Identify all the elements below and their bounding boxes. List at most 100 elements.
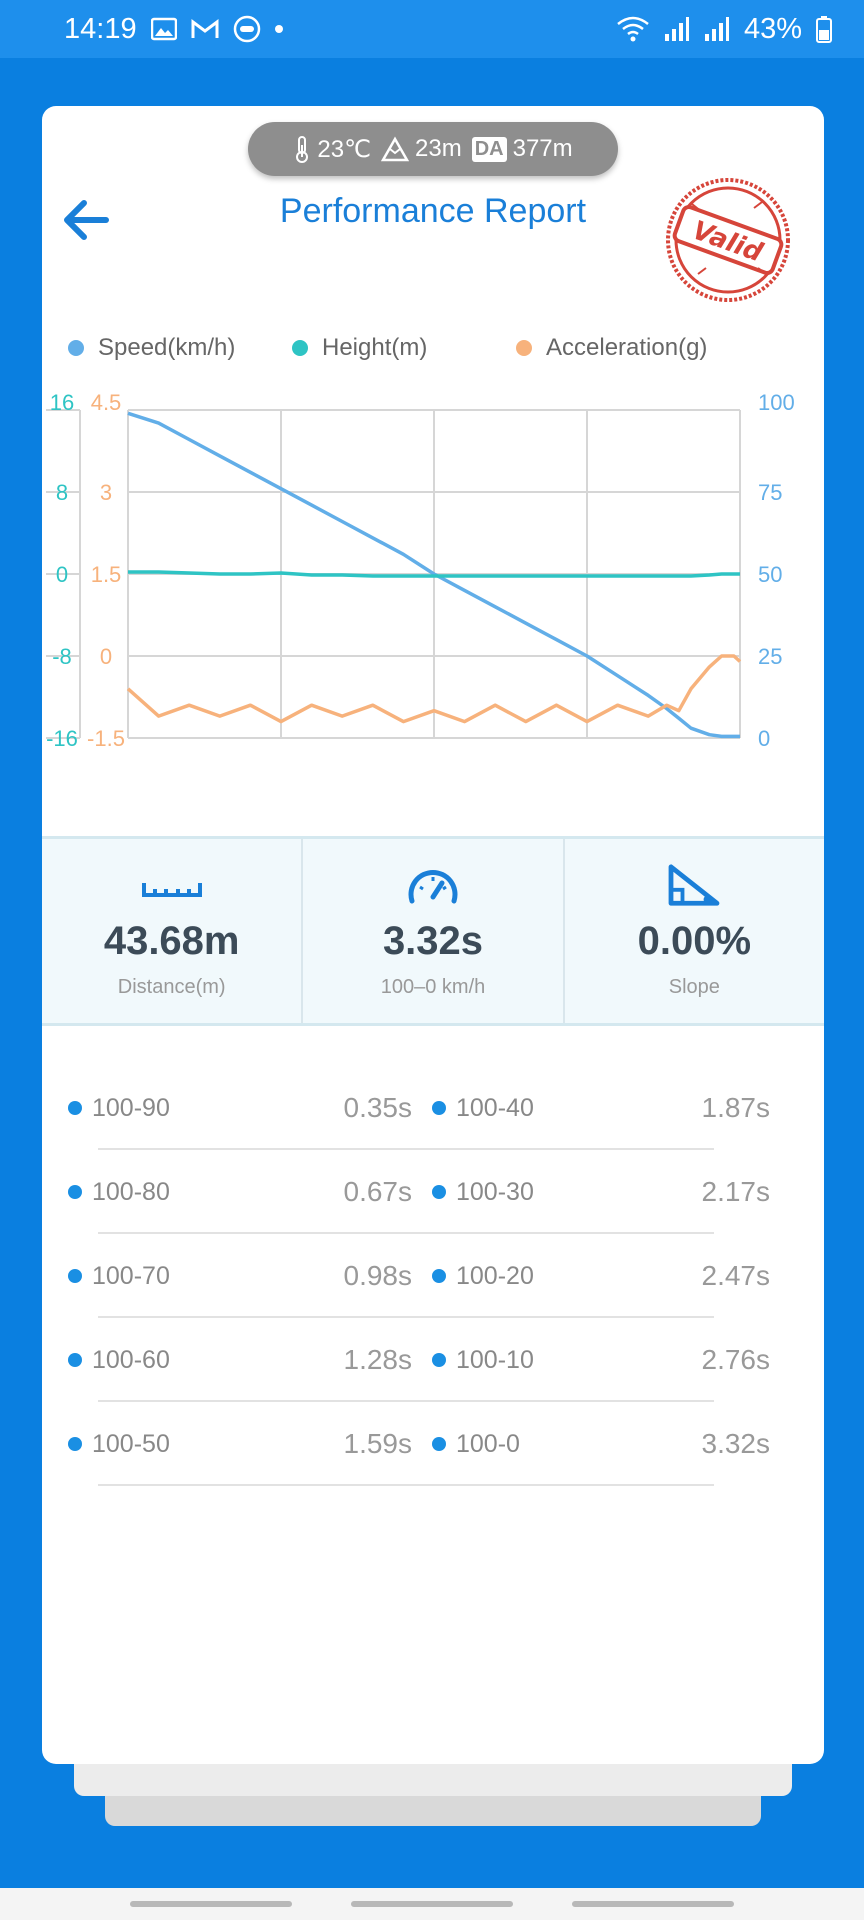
- stat-label: Slope: [668, 976, 720, 998]
- row-divider: [98, 1232, 714, 1234]
- mountain-icon: [381, 136, 410, 162]
- series-line-speed: [127, 411, 740, 739]
- stat-label: Distance(m): [117, 976, 226, 998]
- split-time: 1.87s: [701, 1092, 771, 1123]
- split-name: 100-50: [92, 1429, 170, 1458]
- tick-label-height: -8: [52, 644, 72, 669]
- legend-dot: [516, 340, 532, 356]
- nav-recent-button[interactable]: [129, 1901, 292, 1907]
- status-bar-left: 14:19: [64, 13, 283, 46]
- split-cell: 100-60: [68, 1318, 170, 1402]
- row-divider: [98, 1148, 714, 1150]
- conditions-pill: 23℃ 23m DA 377m: [248, 122, 618, 176]
- page-title: Performance Report: [279, 192, 587, 230]
- split-cell: 100-70: [68, 1234, 170, 1318]
- split-cell: 100-90: [68, 1066, 170, 1150]
- split-time: 0.67s: [343, 1176, 413, 1207]
- chart-legend: Speed(km/h) Height(m) Acceleration(g): [68, 328, 808, 368]
- bullet-dot: [432, 1185, 446, 1199]
- row-divider: [98, 1400, 714, 1402]
- tick-label-speed: 0: [758, 726, 770, 751]
- stats-panel: 43.68m Distance(m) 3.32s 100–0 km/h 0.00…: [42, 836, 824, 1026]
- legend-item-acceleration[interactable]: Acceleration(g): [516, 334, 707, 362]
- split-cell: 100-40: [432, 1066, 534, 1150]
- split-time: 2.47s: [701, 1260, 771, 1291]
- split-time: 3.32s: [701, 1428, 771, 1459]
- split-row: 100-60 1.28s 100-10 2.76s: [42, 1318, 824, 1402]
- performance-chart: 16 8 0 -8 -16 4.5 3 1.5 0 -1.5 100 75 50 25 0: [46, 390, 795, 751]
- tick-label-acceleration: 4.5: [91, 390, 122, 415]
- altitude-item: 23m: [381, 135, 462, 163]
- bullet-dot: [68, 1353, 82, 1367]
- temperature-item: 23℃: [293, 135, 371, 164]
- signal-icon: [664, 17, 689, 41]
- bullet-dot: [432, 1269, 446, 1283]
- series-line-acceleration: [126, 654, 742, 724]
- split-cell: 100-80: [68, 1150, 170, 1234]
- altitude-value: 23m: [415, 135, 462, 162]
- series-line-height: [128, 570, 740, 578]
- split-cell: 100-30: [432, 1150, 534, 1234]
- tick-label-acceleration: 3: [100, 480, 112, 505]
- legend-item-height[interactable]: Height(m): [292, 334, 516, 362]
- stat-value: 0.00%: [637, 919, 752, 963]
- split-time: 1.59s: [343, 1428, 413, 1459]
- notification-dot: [274, 25, 283, 33]
- tick-label-height: -16: [46, 726, 78, 751]
- split-name: 100-90: [92, 1093, 170, 1122]
- back-button[interactable]: [56, 190, 116, 250]
- legend-label: Acceleration(g): [546, 334, 708, 361]
- split-time: 2.17s: [701, 1176, 771, 1207]
- row-divider: [98, 1484, 714, 1486]
- nav-home-button[interactable]: [350, 1901, 513, 1907]
- stat-time: 3.32s 100–0 km/h: [303, 839, 565, 1023]
- split-name: 100-20: [456, 1261, 534, 1290]
- tick-label-speed: 100: [758, 390, 795, 415]
- arrow-left-icon: [64, 200, 109, 240]
- bullet-dot: [68, 1269, 82, 1283]
- tick-label-height: 0: [56, 562, 68, 587]
- speedometer-icon: [408, 869, 458, 904]
- tick-label-acceleration: -1.5: [87, 726, 125, 751]
- legend-label: Height(m): [322, 334, 428, 361]
- tick-label-height: 8: [56, 480, 68, 505]
- battery-percent: 43%: [743, 12, 802, 45]
- legend-label: Speed(km/h): [98, 334, 236, 361]
- density-altitude-value: 377m: [512, 135, 573, 162]
- stat-value: 3.32s: [382, 919, 484, 963]
- da-badge: DA: [471, 136, 507, 162]
- legend-dot: [68, 340, 84, 356]
- stat-distance: 43.68m Distance(m): [42, 839, 304, 1023]
- navigation-bar: [0, 1888, 864, 1920]
- split-time: 2.76s: [701, 1344, 771, 1375]
- image-icon: [150, 17, 177, 41]
- split-name: 100-10: [456, 1345, 534, 1374]
- split-name: 100-40: [456, 1093, 534, 1122]
- split-name: 100-70: [92, 1261, 170, 1290]
- app-icon: [233, 15, 260, 43]
- split-cell: 100-20: [432, 1234, 534, 1318]
- tick-label-acceleration: 0: [100, 644, 112, 669]
- tick-label-height: 16: [50, 390, 74, 415]
- split-cell: 100-0: [432, 1402, 520, 1486]
- nav-back-button[interactable]: [572, 1901, 735, 1907]
- tick-label-speed: 25: [758, 644, 782, 669]
- split-row: 100-90 0.35s 100-40 1.87s: [42, 1066, 824, 1150]
- stat-value: 43.68m: [103, 919, 240, 963]
- bullet-dot: [432, 1437, 446, 1451]
- signal-icon: [704, 17, 729, 41]
- thermometer-icon: [296, 136, 309, 163]
- stat-slope: 0.00% Slope: [565, 839, 824, 1023]
- density-altitude-item: DA 377m: [471, 135, 573, 163]
- tick-label-speed: 50: [758, 562, 782, 587]
- slope-icon: [668, 864, 720, 906]
- temperature-value: 23℃: [317, 135, 372, 163]
- split-cell: 100-50: [68, 1402, 170, 1486]
- bullet-dot: [68, 1437, 82, 1451]
- bullet-dot: [68, 1185, 82, 1199]
- status-bar-right: 43%: [616, 13, 832, 46]
- bullet-dot: [432, 1353, 446, 1367]
- bullet-dot: [432, 1101, 446, 1115]
- tick-label-speed: 75: [758, 480, 782, 505]
- legend-item-speed[interactable]: Speed(km/h): [68, 334, 292, 362]
